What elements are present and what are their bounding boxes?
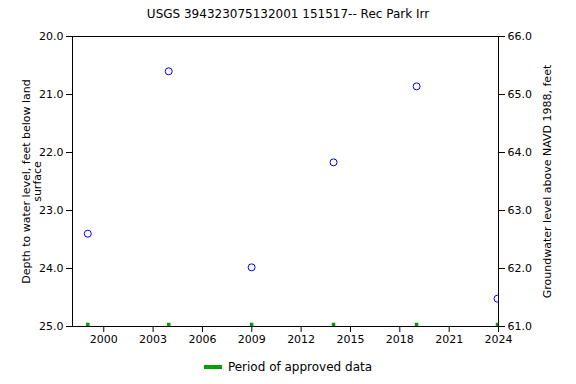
svg-text:2009: 2009 — [238, 333, 266, 346]
svg-text:2000: 2000 — [90, 333, 118, 346]
svg-text:20.0: 20.0 — [39, 30, 64, 43]
svg-text:2006: 2006 — [188, 333, 216, 346]
svg-text:21.0: 21.0 — [39, 88, 64, 101]
svg-text:Depth to water level, feet bel: Depth to water level, feet below landsur… — [20, 79, 44, 284]
svg-text:2024: 2024 — [485, 333, 513, 346]
svg-text:65.0: 65.0 — [508, 88, 533, 101]
svg-text:2021: 2021 — [435, 333, 463, 346]
svg-text:64.0: 64.0 — [508, 146, 533, 159]
svg-text:2003: 2003 — [139, 333, 167, 346]
svg-text:62.0: 62.0 — [508, 262, 533, 275]
svg-text:66.0: 66.0 — [508, 30, 533, 43]
svg-text:2015: 2015 — [336, 333, 364, 346]
svg-text:22.0: 22.0 — [39, 146, 64, 159]
svg-text:Groundwater level above NAVD 1: Groundwater level above NAVD 1988, feet — [541, 64, 554, 298]
svg-text:2018: 2018 — [386, 333, 414, 346]
html-text:Period of approved data: Period of approved data — [227, 360, 373, 374]
svg-text:61.0: 61.0 — [508, 320, 533, 333]
html-text:USGS 394323075132001 151517--: USGS 394323075132001 151517-- Rec Park I… — [146, 7, 430, 21]
svg-text:2012: 2012 — [287, 333, 315, 346]
svg-text:24.0: 24.0 — [39, 262, 64, 275]
svg-text:63.0: 63.0 — [508, 204, 533, 217]
svg-text:25.0: 25.0 — [39, 320, 64, 333]
svg-text:23.0: 23.0 — [39, 204, 64, 217]
